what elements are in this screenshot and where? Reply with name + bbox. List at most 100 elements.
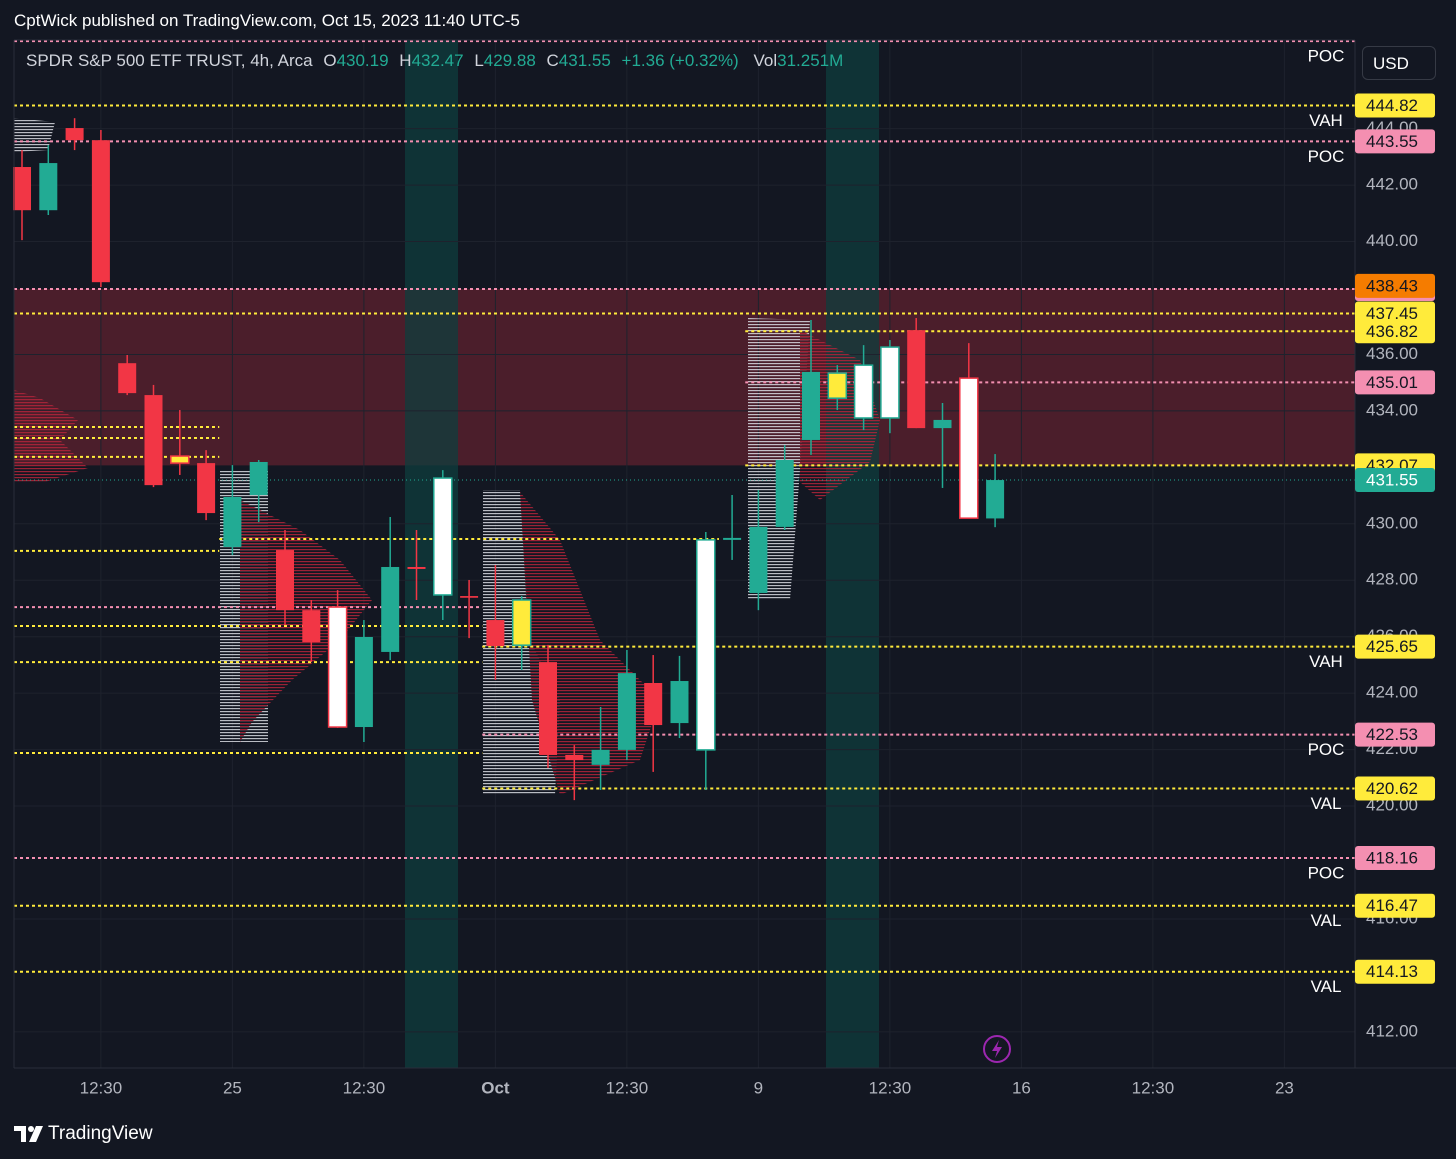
candle-body xyxy=(486,620,505,647)
marker-badge xyxy=(1355,273,1435,298)
legend-value: 430.19 xyxy=(336,51,389,70)
candle-body xyxy=(853,364,874,419)
candle-body xyxy=(91,140,110,283)
candle-body xyxy=(617,673,636,750)
axis-layer: 444.00442.00440.00436.00434.00430.00428.… xyxy=(80,93,1435,1097)
price-badge-label: 422.53 xyxy=(1366,725,1418,744)
level-tag: VAH xyxy=(1309,111,1343,130)
candle-body xyxy=(591,749,610,765)
legend-key: Vol xyxy=(753,51,778,70)
legend-value: 432.47 xyxy=(411,51,464,70)
brand-name: TradingView xyxy=(48,1123,153,1144)
brand-logo xyxy=(14,1126,43,1142)
candle-body xyxy=(327,606,348,728)
price-badge-label: 425.65 xyxy=(1366,637,1418,656)
price-badge xyxy=(1355,370,1435,395)
x-tick-label: 12:30 xyxy=(1132,1078,1175,1097)
legend-value: 431.55 xyxy=(558,51,611,70)
candle-body xyxy=(696,539,716,751)
logo-part xyxy=(29,1126,43,1142)
candle-body xyxy=(13,167,31,211)
price-badge-label: 420.62 xyxy=(1366,779,1418,798)
level-layer: POC VAH POC VAH POC VAL POC VAL VAL xyxy=(14,40,1355,996)
legend-key: H xyxy=(399,51,412,70)
zone-layer xyxy=(14,288,1355,466)
candle-body xyxy=(433,477,453,596)
price-badge xyxy=(1355,776,1435,801)
candle-body xyxy=(118,363,137,394)
candle-body xyxy=(723,537,742,540)
last-price-label: 431.55 xyxy=(1366,471,1418,490)
legend-key: L xyxy=(474,51,484,70)
publish-header: CptWick published on TradingView.com, Oc… xyxy=(14,11,520,30)
price-badge xyxy=(1355,129,1435,154)
symbol-legend: SPDR S&P 500 ETF TRUST, 4h, Arca O430.19… xyxy=(26,51,843,71)
candle-layer xyxy=(13,118,1005,801)
y-tick-label: 436.00 xyxy=(1366,344,1418,363)
price-badge-label: 416.47 xyxy=(1366,896,1418,915)
logo-part xyxy=(28,1126,34,1132)
y-tick-label: 434.00 xyxy=(1366,400,1418,419)
y-tick-label: 430.00 xyxy=(1366,513,1418,532)
level-tag: POC xyxy=(1308,740,1345,759)
y-tick-label: 412.00 xyxy=(1366,1021,1418,1040)
candle-body xyxy=(670,681,689,724)
logo-part xyxy=(14,1126,26,1142)
currency-button[interactable]: USD xyxy=(1362,46,1436,80)
candle-body xyxy=(170,455,190,464)
candle-body xyxy=(460,596,479,598)
candle-body xyxy=(880,346,900,419)
symbol-name: SPDR S&P 500 ETF TRUST, 4h, Arca xyxy=(26,51,313,70)
candle-body xyxy=(827,372,848,399)
price-badge xyxy=(1355,93,1435,118)
legend-change: +1.36 (+0.32%) xyxy=(621,51,739,70)
candle-body xyxy=(223,496,242,547)
y-tick-label: 440.00 xyxy=(1366,231,1418,250)
candle-body xyxy=(644,682,663,726)
alert-icon-circle xyxy=(983,1035,1011,1063)
candle-body xyxy=(986,480,1005,519)
price-badge-label: 435.01 xyxy=(1366,373,1418,392)
candle-body xyxy=(381,566,400,652)
x-tick-label: 12:30 xyxy=(606,1078,649,1097)
legend-key: O xyxy=(323,51,337,70)
candle-body xyxy=(775,460,794,527)
legend-key: C xyxy=(546,51,559,70)
candle-body xyxy=(802,371,820,440)
x-tick-label: 12:30 xyxy=(869,1078,912,1097)
candle-body xyxy=(907,330,926,429)
last-price-badge xyxy=(1355,468,1435,493)
candle-body xyxy=(749,526,768,593)
candle-body xyxy=(276,550,294,611)
candle-body xyxy=(959,377,979,519)
x-tick-label: 25 xyxy=(223,1078,242,1097)
x-tick-label: 12:30 xyxy=(80,1078,123,1097)
legend-value: 429.88 xyxy=(483,51,536,70)
candle-body xyxy=(933,419,952,429)
price-badge xyxy=(1355,959,1435,984)
level-tag: VAL xyxy=(1311,977,1342,996)
x-tick-label: 9 xyxy=(754,1078,763,1097)
candle-body xyxy=(249,461,268,496)
alert-icon[interactable] xyxy=(983,1035,1011,1063)
level-tag: VAH xyxy=(1309,652,1343,671)
price-badge-label: 418.16 xyxy=(1366,848,1418,867)
level-tag: POC xyxy=(1308,863,1345,882)
candle-body xyxy=(565,754,584,761)
candle-body xyxy=(407,566,426,569)
level-tag: VAL xyxy=(1311,911,1342,930)
volume-profile xyxy=(14,118,55,152)
x-tick-label: 16 xyxy=(1012,1078,1031,1097)
volume-profile xyxy=(14,390,88,482)
candle-body xyxy=(144,395,163,486)
session-band xyxy=(826,40,879,1068)
price-badge xyxy=(1355,845,1435,870)
alert-icon-bolt xyxy=(992,1040,1002,1058)
price-badge-label: 444.82 xyxy=(1366,96,1418,115)
price-badge xyxy=(1355,722,1435,747)
candle-body xyxy=(511,599,532,646)
